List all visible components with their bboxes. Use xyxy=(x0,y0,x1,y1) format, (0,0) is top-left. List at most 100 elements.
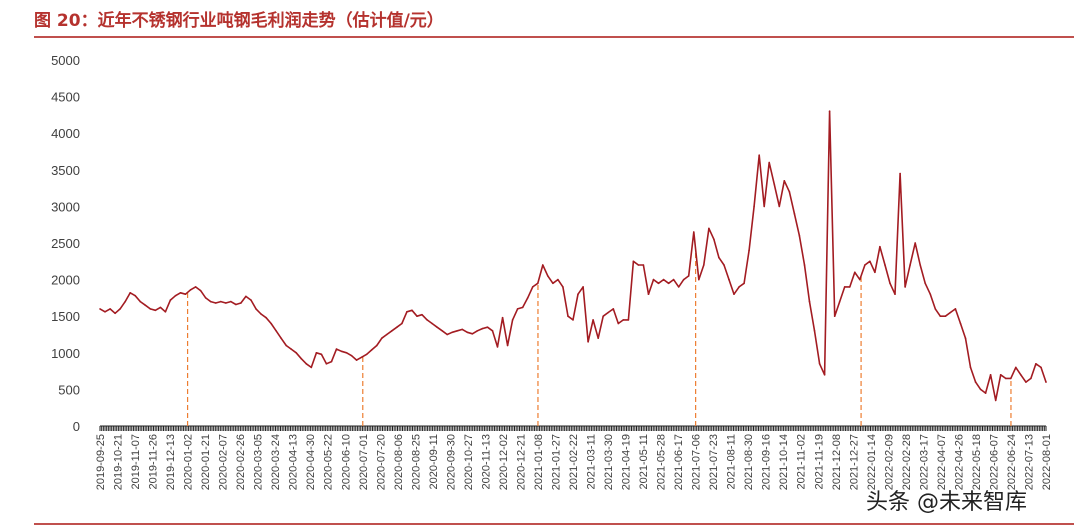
x-tick-label: 2022-08-01 xyxy=(1041,434,1053,490)
data-point xyxy=(869,260,871,263)
data-point xyxy=(320,353,323,356)
data-point xyxy=(738,286,740,288)
y-tick-label: 4500 xyxy=(51,90,80,105)
data-point xyxy=(547,275,549,277)
data-point xyxy=(350,354,353,357)
data-point xyxy=(235,303,237,306)
data-point xyxy=(703,264,705,266)
x-tick-label: 2020-05-22 xyxy=(323,434,335,490)
bottom-rule xyxy=(34,523,1074,525)
data-point xyxy=(114,312,116,315)
data-point xyxy=(803,264,806,266)
y-axis: 0 500 1000 1500 2000 2500 3000 3500 4000 4500 5000 xyxy=(51,53,80,434)
data-point xyxy=(355,359,358,361)
data-point xyxy=(129,292,131,294)
data-point xyxy=(391,330,393,332)
data-point xyxy=(365,353,368,356)
x-tick-label: 2021-05-11 xyxy=(638,434,650,489)
data-point xyxy=(240,302,242,304)
x-tick-label: 2021-05-28 xyxy=(656,434,668,490)
x-tick-label: 2020-01-02 xyxy=(183,434,195,490)
data-point xyxy=(582,286,584,288)
x-tick-label: 2020-11-13 xyxy=(480,434,492,489)
data-point xyxy=(954,308,957,310)
data-point xyxy=(401,322,403,325)
data-point xyxy=(733,293,735,296)
data-point xyxy=(642,264,645,266)
data-point xyxy=(446,333,449,336)
data-point xyxy=(330,360,333,363)
x-tick-label: 2022-06-07 xyxy=(988,434,1000,490)
x-tick-label: 2019-09-25 xyxy=(95,434,107,490)
x-tick-label: 2021-03-11 xyxy=(586,434,598,489)
data-point xyxy=(552,282,554,285)
y-tick-label: 500 xyxy=(58,382,80,397)
data-point xyxy=(914,242,916,244)
x-tick-label: 2022-07-13 xyxy=(1023,434,1035,490)
data-point xyxy=(904,286,906,288)
x-tick-label: 2022-06-24 xyxy=(1006,434,1018,490)
data-point xyxy=(476,330,479,332)
data-point xyxy=(909,264,911,266)
data-point xyxy=(768,161,770,164)
data-point xyxy=(622,319,625,321)
data-point xyxy=(481,327,484,330)
data-point xyxy=(607,311,609,314)
data-point xyxy=(270,322,272,325)
data-point xyxy=(743,282,745,285)
data-point xyxy=(924,282,926,285)
data-point xyxy=(798,234,801,237)
data-point xyxy=(521,306,524,309)
data-point xyxy=(370,349,373,351)
y-tick-label: 5000 xyxy=(51,53,80,68)
data-point xyxy=(828,110,831,112)
data-point xyxy=(345,352,348,354)
data-point xyxy=(813,330,816,332)
data-point xyxy=(531,286,534,288)
data-point xyxy=(577,293,579,296)
data-point xyxy=(753,205,755,208)
data-point xyxy=(597,337,599,340)
data-point xyxy=(537,282,539,285)
x-tick-label: 2021-12-08 xyxy=(831,434,843,490)
data-point xyxy=(290,348,293,350)
data-point xyxy=(984,392,987,394)
data-point xyxy=(1015,366,1017,369)
data-point xyxy=(381,337,383,340)
data-point xyxy=(969,366,972,369)
data-point xyxy=(154,309,157,312)
data-point xyxy=(627,319,630,321)
data-point xyxy=(652,278,655,281)
data-point xyxy=(698,278,700,281)
x-tick-label: 2022-05-18 xyxy=(971,434,983,490)
data-point xyxy=(999,374,1002,376)
data-point xyxy=(501,316,504,319)
data-point xyxy=(748,249,750,252)
data-point xyxy=(657,282,660,285)
x-tick-label: 2021-03-30 xyxy=(603,434,615,490)
x-tick-label: 2020-02-07 xyxy=(218,434,230,490)
data-point xyxy=(451,331,454,334)
y-tick-label: 1000 xyxy=(51,346,80,361)
data-point xyxy=(833,315,836,318)
data-point xyxy=(496,346,499,348)
profit-line xyxy=(99,110,1047,402)
data-point xyxy=(1010,377,1012,380)
data-point xyxy=(426,319,428,321)
data-point xyxy=(687,275,690,277)
data-point xyxy=(471,333,474,335)
data-point xyxy=(763,205,765,208)
data-point xyxy=(230,300,232,303)
x-tick-label: 2021-01-08 xyxy=(533,434,545,490)
watermark: 头条 @未来智库 xyxy=(866,490,1027,515)
data-point xyxy=(506,344,509,347)
data-point xyxy=(189,289,192,291)
data-point xyxy=(119,308,121,310)
x-tick-label: 2020-10-27 xyxy=(463,434,475,490)
data-point xyxy=(949,311,952,314)
x-tick-label: 2020-07-01 xyxy=(358,434,370,490)
data-point xyxy=(174,294,177,297)
data-point xyxy=(416,315,418,318)
y-tick-label: 0 xyxy=(73,419,80,434)
data-point xyxy=(466,331,469,334)
